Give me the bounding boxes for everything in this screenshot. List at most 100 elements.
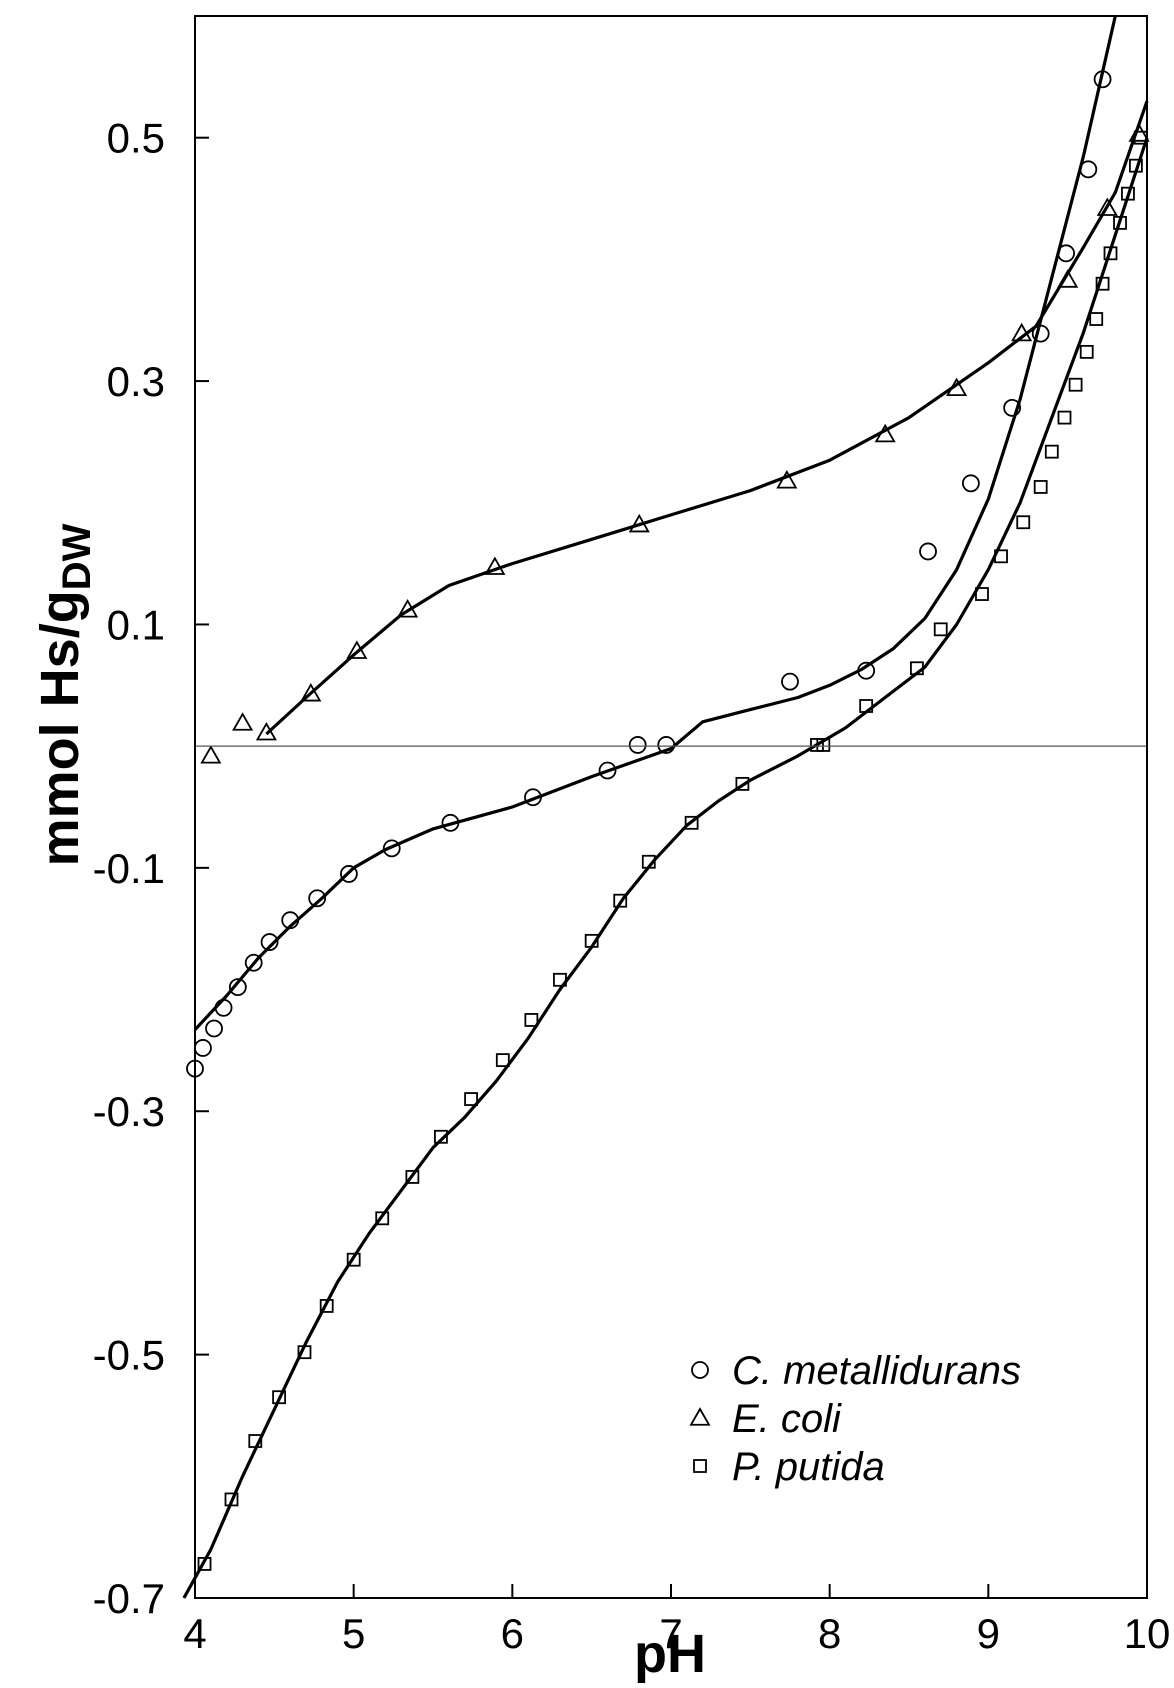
- data-point-square: [1068, 377, 1083, 392]
- data-point-square: [197, 1557, 212, 1571]
- data-point-square: [1121, 186, 1135, 201]
- data-point-circle: [1079, 160, 1098, 179]
- data-point-circle: [657, 736, 676, 754]
- data-point-square: [1079, 344, 1094, 359]
- data-point-circle: [260, 933, 279, 951]
- data-point-square: [375, 1211, 390, 1226]
- data-point-triangle: [232, 712, 254, 731]
- data-point-square: [495, 1053, 510, 1068]
- data-point-triangle: [255, 721, 277, 741]
- data-point-circle: [441, 813, 460, 832]
- data-point-square: [1128, 158, 1143, 173]
- data-point-circle: [244, 953, 263, 972]
- data-point-square: [641, 854, 656, 869]
- data-point-circle: [919, 542, 937, 561]
- x-tick-label: 4: [183, 1610, 206, 1657]
- data-point-square: [272, 1390, 286, 1405]
- data-point-circle: [1031, 324, 1050, 343]
- y-axis-ticks: -0.7 -0.5 -0.3 -0.1 0.1 0.3 0.5: [93, 115, 209, 1622]
- data-point-square: [994, 549, 1008, 564]
- legend-label-square: P. putida: [732, 1445, 885, 1489]
- data-point-square: [1033, 480, 1048, 494]
- data-point-square: [910, 661, 924, 676]
- data-point-triangle: [628, 513, 650, 533]
- data-point-triangle: [1096, 197, 1118, 216]
- data-point-square: [975, 587, 989, 601]
- data-point-square: [319, 1299, 334, 1313]
- x-tick-label: 6: [501, 1610, 524, 1657]
- data-point-circle: [382, 839, 401, 858]
- y-tick-label: 0.3: [107, 358, 165, 405]
- legend-marker-circle: [691, 1361, 709, 1379]
- legend-marker-square: [693, 1459, 707, 1473]
- y-tick-label: 0.1: [107, 601, 165, 648]
- y-tick-label: 0.5: [107, 115, 165, 162]
- data-point-circle: [228, 978, 247, 997]
- data-point-square: [524, 1013, 539, 1027]
- data-point-square: [933, 622, 948, 637]
- data-point-triangle: [1011, 322, 1033, 342]
- data-point-circle: [281, 911, 300, 930]
- fit-curve-square: [182, 137, 1149, 1599]
- y-tick-label: -0.3: [93, 1088, 165, 1135]
- data-point-square: [1044, 444, 1059, 459]
- data-point-circle: [781, 672, 799, 691]
- y-axis-title: mmol Hs/gDW: [30, 523, 99, 866]
- data-point-triangle: [874, 423, 896, 443]
- data-point-triangle: [397, 599, 419, 618]
- x-tick-label: 10: [1124, 1610, 1171, 1657]
- data-point-square: [1089, 312, 1104, 326]
- y-axis-title-subscript: DW: [55, 523, 99, 590]
- data-point-square: [859, 699, 874, 713]
- y-tick-label: -0.5: [93, 1332, 165, 1379]
- data-point-circle: [857, 661, 876, 680]
- x-tick-label: 5: [342, 1610, 365, 1657]
- data-points: [186, 70, 1150, 1571]
- data-point-square: [464, 1092, 478, 1106]
- data-point-triangle: [776, 470, 798, 489]
- data-point-circle: [205, 1019, 223, 1038]
- data-point-square: [346, 1252, 361, 1267]
- data-point-square: [1103, 246, 1118, 261]
- x-tick-label: 9: [977, 1610, 1000, 1657]
- legend-label-triangle: E. coli: [732, 1397, 842, 1441]
- data-point-square: [613, 893, 628, 908]
- data-point-square: [1016, 515, 1031, 530]
- data-point-circle: [524, 788, 542, 807]
- data-point-circle: [214, 998, 233, 1017]
- fit-curve-circle: [193, 15, 1117, 1031]
- data-point-triangle: [484, 556, 506, 575]
- x-tick-label: 8: [818, 1610, 841, 1657]
- data-point-square: [735, 776, 750, 791]
- y-axis-title-main: mmol Hs/g: [30, 590, 90, 866]
- data-point-circle: [1003, 398, 1022, 417]
- data-point-circle: [1057, 244, 1075, 263]
- data-point-circle: [628, 736, 647, 754]
- x-tick-label: 7: [659, 1610, 682, 1657]
- data-point-square: [297, 1345, 312, 1360]
- data-point-circle: [961, 474, 980, 493]
- data-point-square: [405, 1170, 420, 1184]
- data-point-square: [434, 1129, 448, 1144]
- data-point-square: [684, 815, 699, 830]
- legend-marker-triangle: [689, 1407, 711, 1426]
- data-point-triangle: [346, 640, 368, 659]
- x-axis-ticks: 4 5 6 7 8 9 10: [183, 1584, 1170, 1657]
- data-point-square: [553, 972, 567, 987]
- data-point-circle: [1093, 70, 1112, 89]
- data-point-square: [1057, 410, 1072, 425]
- y-tick-label: -0.1: [93, 845, 165, 892]
- data-point-square: [816, 738, 831, 752]
- data-point-square: [1095, 276, 1110, 291]
- data-point-circle: [340, 865, 358, 883]
- data-point-circle: [308, 889, 327, 908]
- y-tick-label: -0.7: [93, 1575, 165, 1622]
- data-point-triangle: [1057, 269, 1079, 288]
- data-point-square: [224, 1492, 239, 1507]
- data-point-square: [584, 933, 599, 948]
- data-point-triangle: [200, 745, 222, 764]
- data-point-triangle: [946, 377, 968, 397]
- data-point-circle: [194, 1039, 212, 1057]
